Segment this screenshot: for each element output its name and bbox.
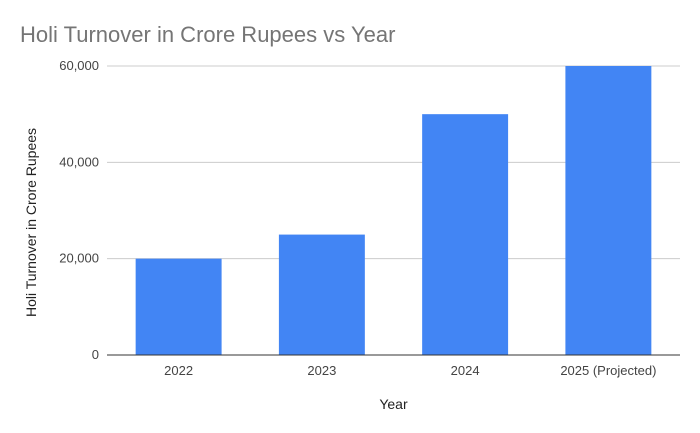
x-tick-label: 2022 (164, 363, 193, 378)
bar-2023 (278, 234, 365, 355)
x-tick-label: 2023 (307, 363, 336, 378)
y-tick-label: 60,000 (59, 58, 99, 73)
y-tick-label: 40,000 (59, 154, 99, 169)
bar-2022 (135, 258, 222, 355)
y-tick-label: 0 (92, 347, 99, 362)
bar-2024 (422, 114, 509, 356)
x-tick-label: 2025 (Projected) (560, 363, 656, 378)
x-tick-label: 2024 (451, 363, 480, 378)
bars (135, 66, 652, 356)
y-axis-label: Holi Turnover in Crore Rupees (23, 128, 39, 317)
x-axis-label: Year (379, 396, 408, 412)
y-tick-label: 20,000 (59, 251, 99, 266)
bar-2025-projected (565, 66, 652, 355)
chart-title: Holi Turnover in Crore Rupees vs Year (20, 22, 395, 47)
x-axis-ticks: 2022 2023 2024 2025 (Projected) (164, 363, 656, 378)
y-axis-ticks: 0 20,000 40,000 60,000 (59, 58, 99, 362)
